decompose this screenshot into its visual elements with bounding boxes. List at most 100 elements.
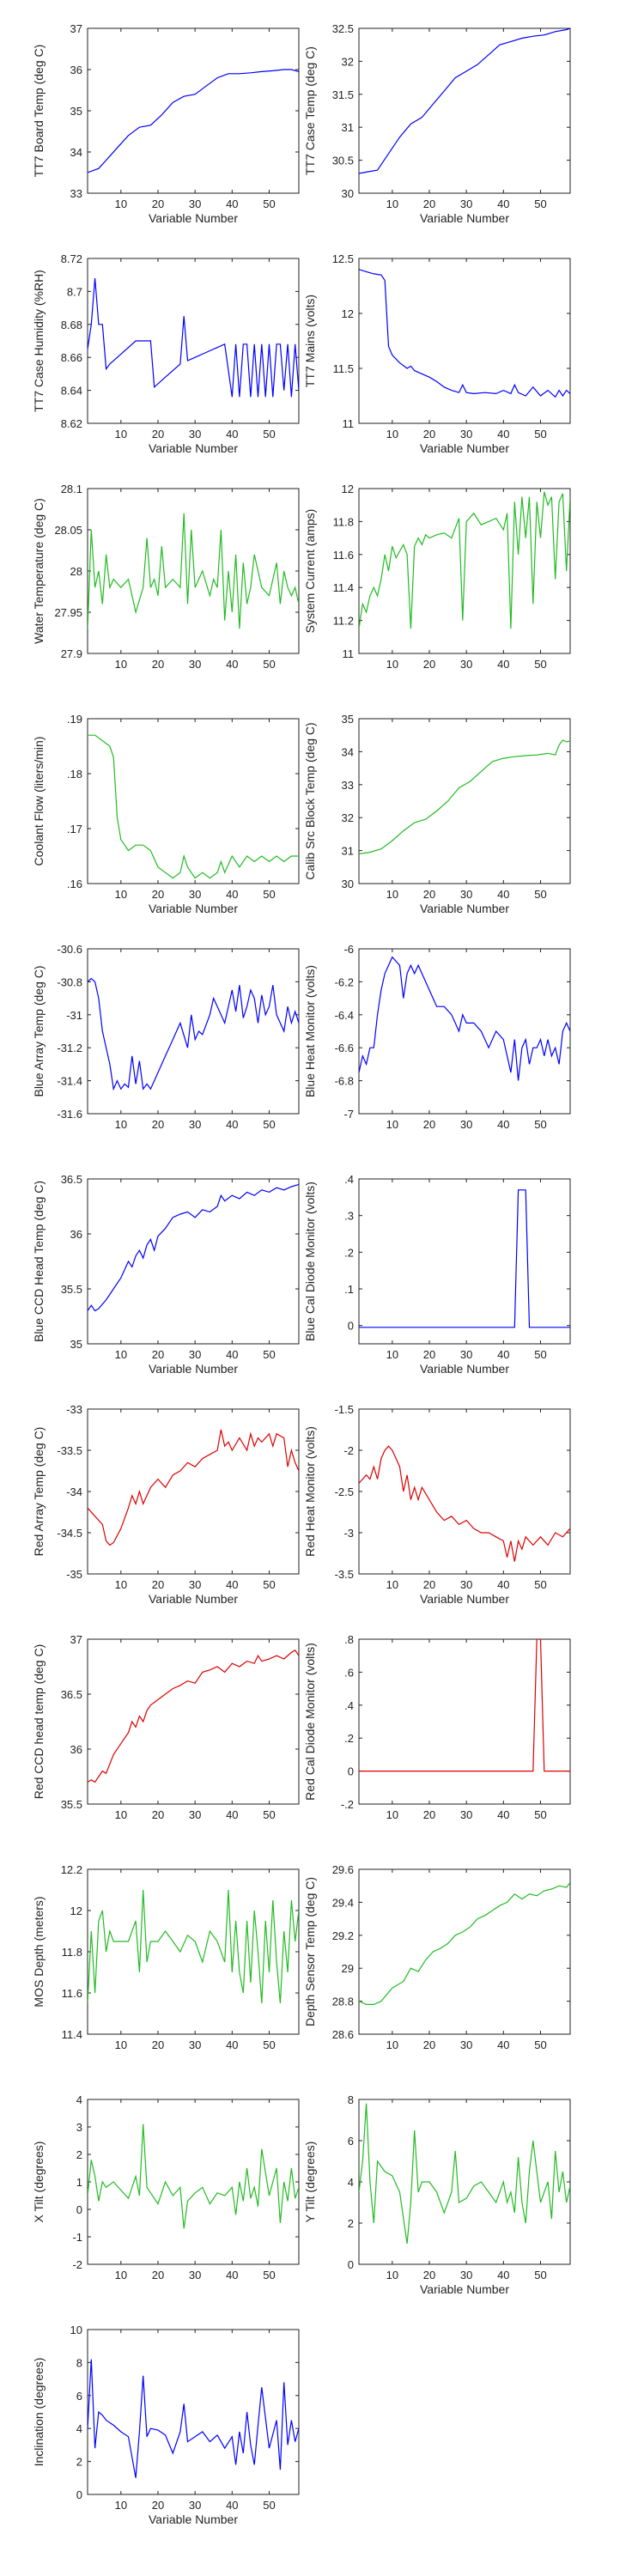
y-tick-label: 30.5 <box>332 155 354 167</box>
x-tick-label: 50 <box>263 1808 275 1821</box>
y-axis-label: Water Temperature (deg C) <box>32 498 46 644</box>
y-tick-label: 35.5 <box>61 1283 82 1296</box>
y-tick-label: 0 <box>76 2488 82 2501</box>
y-tick-label: 34 <box>70 146 82 159</box>
plot-frame <box>358 948 571 1115</box>
y-tick-label: .1 <box>344 1283 354 1296</box>
plot-frame <box>358 1868 571 2035</box>
y-tick-label: .4 <box>344 1699 354 1712</box>
x-tick-label: 20 <box>152 1348 164 1361</box>
x-tick-label: 10 <box>115 1348 127 1361</box>
chart-panel: 10 20 30 40 50 33 34 35 36 37 Variable Number TT7 B… <box>32 22 300 225</box>
x-tick-label: 50 <box>263 428 275 440</box>
chart-panel: 10 20 30 40 50 -2 -1 0 1 2 3 4 X Tilt (degrees) <box>32 2093 300 2281</box>
x-axis-label: Variable Number <box>420 1362 509 1376</box>
x-tick-label: 30 <box>460 197 472 210</box>
x-tick-label: 50 <box>263 888 275 901</box>
x-tick-label: 40 <box>497 428 509 440</box>
chart-panel: 10 20 30 40 50 .16 .17 .18 .19 Variable Number Coo… <box>32 713 300 915</box>
y-tick-label: .4 <box>344 1173 354 1186</box>
series-line <box>88 1889 299 2004</box>
plot-frame <box>87 718 300 884</box>
y-tick-label: -6.8 <box>335 1075 354 1088</box>
plot-frame <box>87 27 300 194</box>
y-tick-label: -6 <box>343 943 354 956</box>
series-line <box>88 734 299 879</box>
series-line <box>88 2123 299 2229</box>
y-axis-label: TT7 Board Temp (deg C) <box>32 45 46 178</box>
plot-frame <box>358 27 571 194</box>
x-tick-label: 30 <box>460 1578 472 1591</box>
y-axis-label: TT7 Case Temp (deg C) <box>303 46 317 175</box>
y-axis-label: Red Array Temp (deg C) <box>32 1427 46 1557</box>
x-tick-label: 40 <box>226 1578 238 1591</box>
y-tick-label: 6 <box>76 2390 82 2403</box>
x-tick-label: 50 <box>263 2499 275 2512</box>
y-tick-label: 8.72 <box>61 252 82 265</box>
x-tick-label: 10 <box>115 1118 127 1131</box>
y-tick-label: -34.5 <box>57 1527 82 1540</box>
x-tick-label: 20 <box>423 658 435 671</box>
x-tick-label: 10 <box>386 428 398 440</box>
y-tick-label: .2 <box>344 1732 354 1745</box>
x-tick-label: 20 <box>152 2269 164 2281</box>
y-tick-label: 30 <box>342 187 354 200</box>
x-tick-label: 50 <box>534 1808 546 1821</box>
y-tick-label: 8.7 <box>67 285 82 298</box>
x-tick-label: 40 <box>226 197 238 210</box>
series-line <box>359 739 570 854</box>
x-tick-label: 10 <box>386 658 398 671</box>
x-tick-label: 10 <box>115 1808 127 1821</box>
x-tick-label: 50 <box>534 197 546 210</box>
plot-frame <box>87 1178 300 1345</box>
x-tick-label: 50 <box>263 197 275 210</box>
x-axis-label: Variable Number <box>149 902 238 915</box>
y-tick-label: -35 <box>66 1568 82 1581</box>
y-tick-label: 8.64 <box>61 385 82 398</box>
y-tick-label: 11 <box>343 417 355 430</box>
plot-frame <box>87 948 300 1115</box>
x-tick-label: 50 <box>263 2269 275 2281</box>
y-tick-label: -2 <box>343 1444 354 1457</box>
y-tick-label: 11.8 <box>333 515 354 528</box>
y-axis-label: Blue Heat Monitor (volts) <box>303 965 317 1097</box>
y-tick-label: 12 <box>342 307 354 320</box>
y-tick-label: 0 <box>348 2258 354 2271</box>
y-tick-label: 11 <box>343 647 355 660</box>
x-tick-label: 40 <box>226 2499 238 2512</box>
x-tick-label: 50 <box>534 658 546 671</box>
x-tick-label: 40 <box>497 1118 509 1131</box>
x-tick-label: 30 <box>189 2269 201 2281</box>
y-axis-label: Y Tilt (degrees) <box>303 2142 317 2223</box>
y-tick-label: -7 <box>343 1108 354 1121</box>
x-tick-label: 30 <box>189 658 201 671</box>
x-axis-label: Variable Number <box>420 211 509 225</box>
chart-panel: 10 20 30 40 50 0 2 4 6 8 Variable Number Y Tilt (de… <box>303 2093 571 2296</box>
x-tick-label: 10 <box>115 2038 127 2051</box>
y-tick-label: -2 <box>72 2258 82 2271</box>
y-tick-label: -31 <box>66 1009 82 1022</box>
plot-frame <box>87 258 300 424</box>
x-tick-label: 30 <box>460 888 472 901</box>
x-tick-label: 40 <box>226 2038 238 2051</box>
x-tick-label: 10 <box>386 197 398 210</box>
x-tick-label: 50 <box>534 2269 546 2281</box>
x-tick-label: 50 <box>263 2038 275 2051</box>
y-tick-label: 12.5 <box>332 252 354 265</box>
x-tick-label: 30 <box>460 428 472 440</box>
plot-frame <box>87 2329 300 2495</box>
x-tick-label: 10 <box>386 2038 398 2051</box>
y-tick-label: 31 <box>342 845 354 858</box>
x-tick-label: 10 <box>115 428 127 440</box>
y-tick-label: 6 <box>348 2135 354 2148</box>
y-tick-label: 29.4 <box>332 1896 354 1909</box>
plot-frame <box>358 1638 571 1805</box>
x-tick-label: 40 <box>497 197 509 210</box>
y-tick-label: 32 <box>342 55 354 68</box>
y-axis-label: Depth Sensor Temp (deg C) <box>303 1877 317 2026</box>
y-axis-label: System Current (amps) <box>303 509 317 634</box>
chart-panel: 10 20 30 40 50 30 31 32 33 34 35 Variable Number Cal… <box>303 713 571 915</box>
plot-frame <box>87 1638 300 1805</box>
y-tick-label: 27.95 <box>54 606 82 619</box>
y-tick-label: -6.2 <box>335 975 354 988</box>
